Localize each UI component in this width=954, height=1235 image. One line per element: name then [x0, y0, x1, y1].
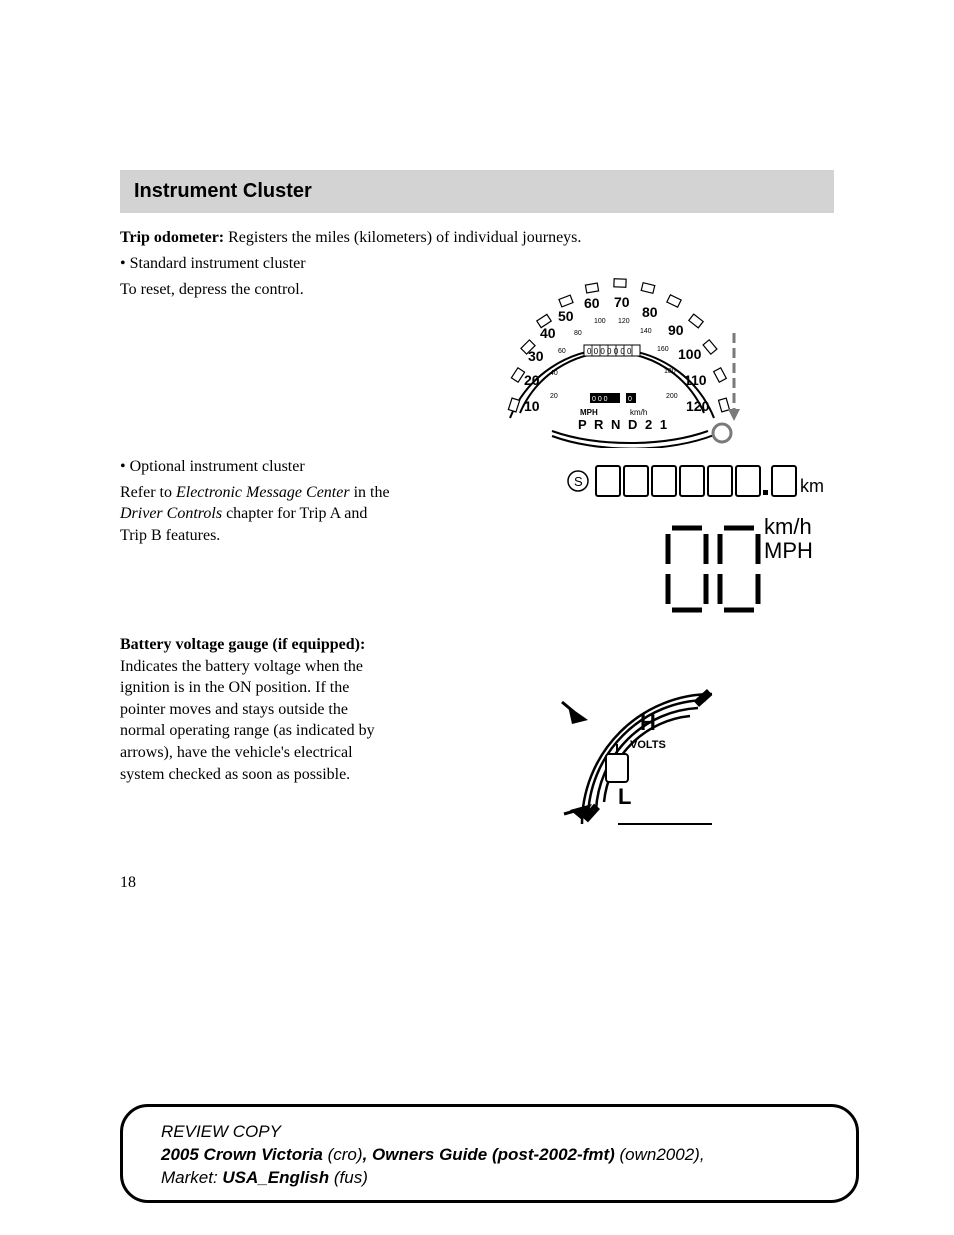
svg-text:80: 80 — [574, 330, 582, 337]
svg-text:100: 100 — [594, 318, 606, 325]
standard-bullet: • Standard instrument cluster — [120, 253, 390, 275]
svg-text:60: 60 — [584, 295, 600, 311]
svg-text:180: 180 — [664, 368, 676, 375]
svg-text:40: 40 — [540, 325, 556, 341]
svg-text:0: 0 — [628, 396, 632, 403]
mph-label: MPH — [764, 538, 813, 563]
footer-box: REVIEW COPY 2005 Crown Victoria (cro), O… — [120, 1104, 859, 1203]
svg-text:140: 140 — [640, 328, 652, 335]
trip-odometer-rest: Registers the miles (kilometers) of indi… — [224, 229, 581, 246]
svg-text:110: 110 — [684, 372, 707, 388]
standard-body: To reset, depress the control. — [120, 279, 390, 301]
svg-text:80: 80 — [642, 304, 658, 320]
speedometer-svg: 10 20 30 40 50 60 70 80 90 100 110 120 2… — [492, 253, 752, 448]
svg-text:S: S — [574, 474, 583, 489]
svg-text:100: 100 — [678, 346, 702, 362]
svg-text:30: 30 — [528, 348, 544, 364]
optional-bullet: • Optional instrument cluster — [120, 456, 390, 478]
svg-text:200: 200 — [666, 393, 678, 400]
svg-text:0 0 0 0 0 0 0: 0 0 0 0 0 0 0 — [587, 347, 632, 356]
svg-text:90: 90 — [668, 322, 684, 338]
battery-text-col: Battery voltage gauge (if equipped): Ind… — [120, 634, 390, 834]
footer-line3: Market: USA_English (fus) — [161, 1167, 818, 1190]
optional-cluster-row: • Optional instrument cluster Refer to E… — [120, 456, 834, 616]
svg-text:50: 50 — [558, 308, 574, 324]
digital-speed-svg: km/h MPH — [624, 506, 824, 616]
svg-text:40: 40 — [550, 370, 558, 377]
digital-odometer-svg: S km — [564, 456, 824, 506]
page-number: 18 — [120, 874, 834, 892]
speedometer-figure: 10 20 30 40 50 60 70 80 90 100 110 120 2… — [410, 253, 834, 448]
footer-line1: REVIEW COPY — [161, 1121, 818, 1144]
svg-text:km/h: km/h — [630, 408, 647, 417]
svg-text:0 0 0: 0 0 0 — [592, 396, 608, 403]
section-header: Instrument Cluster — [120, 170, 834, 213]
svg-text:P R N D 2 1: P R N D 2 1 — [578, 417, 669, 432]
svg-text:20: 20 — [524, 372, 540, 388]
standard-text-col: • Standard instrument cluster To reset, … — [120, 253, 390, 448]
standard-cluster-row: • Standard instrument cluster To reset, … — [120, 253, 834, 448]
svg-text:10: 10 — [524, 398, 540, 414]
digital-display-figure: S km km/h MPH — [410, 456, 834, 616]
km-label: km — [800, 476, 824, 496]
footer-line2: 2005 Crown Victoria (cro), Owners Guide … — [161, 1144, 818, 1167]
trip-odometer-intro: Trip odometer: Registers the miles (kilo… — [120, 229, 834, 247]
l-label: L — [618, 784, 631, 809]
svg-text:70: 70 — [614, 294, 630, 310]
optional-body: Refer to Electronic Message Center in th… — [120, 482, 390, 547]
svg-text:20: 20 — [550, 393, 558, 400]
svg-text:60: 60 — [558, 348, 566, 355]
battery-body: Battery voltage gauge (if equipped): Ind… — [120, 634, 390, 785]
h-label: H — [640, 710, 656, 735]
trip-odometer-lead: Trip odometer: — [120, 229, 224, 246]
svg-text:MPH: MPH — [580, 408, 598, 417]
svg-text:120: 120 — [686, 398, 710, 414]
svg-text:120: 120 — [618, 318, 630, 325]
optional-text-col: • Optional instrument cluster Refer to E… — [120, 456, 390, 616]
kmh-label: km/h — [764, 514, 812, 539]
battery-gauge-figure: H L VOLTS — [410, 634, 834, 834]
battery-gauge-row: Battery voltage gauge (if equipped): Ind… — [120, 634, 834, 834]
section-title: Instrument Cluster — [134, 180, 820, 203]
volts-label: VOLTS — [630, 739, 666, 751]
svg-text:160: 160 — [657, 346, 669, 353]
volts-gauge-svg: H L VOLTS — [522, 634, 722, 834]
